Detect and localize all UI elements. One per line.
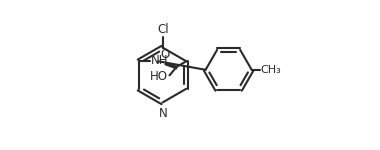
Text: NH: NH [150, 54, 168, 67]
Text: Cl: Cl [157, 23, 169, 36]
Text: CH₃: CH₃ [260, 65, 281, 75]
Text: HO: HO [150, 70, 168, 83]
Text: N: N [159, 107, 168, 120]
Text: O: O [161, 48, 170, 61]
